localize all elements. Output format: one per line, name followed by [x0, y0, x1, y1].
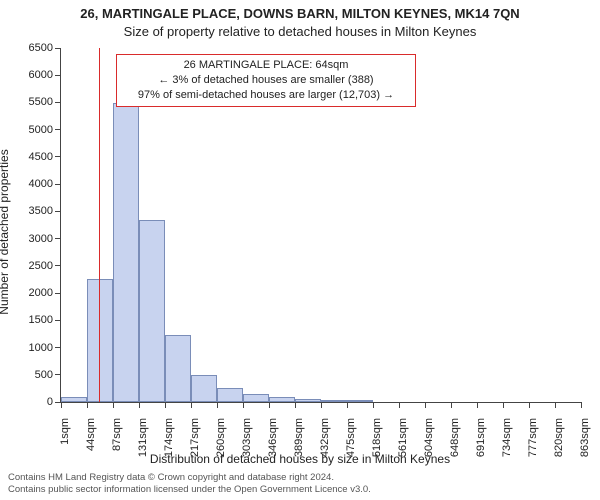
x-tick: [529, 402, 530, 408]
y-tick: [55, 265, 61, 266]
histogram-bar: [321, 400, 347, 402]
histogram-bar: [61, 397, 87, 402]
histogram-bar: [87, 279, 113, 402]
y-tick-label: 4000: [13, 178, 53, 190]
histogram-bar: [295, 399, 321, 402]
x-tick: [477, 402, 478, 408]
x-tick: [165, 402, 166, 408]
x-tick: [87, 402, 88, 408]
y-tick: [55, 347, 61, 348]
y-axis-label: Number of detached properties: [0, 149, 11, 314]
x-tick: [217, 402, 218, 408]
x-tick: [61, 402, 62, 408]
y-tick-label: 4500: [13, 151, 53, 163]
callout-line: ← 3% of detached houses are smaller (388…: [123, 73, 409, 88]
y-tick: [55, 129, 61, 130]
y-tick: [55, 374, 61, 375]
y-tick-label: 2000: [13, 287, 53, 299]
x-tick: [399, 402, 400, 408]
y-tick-label: 6000: [13, 69, 53, 81]
y-tick-label: 1500: [13, 314, 53, 326]
y-tick-label: 6500: [13, 42, 53, 54]
callout-box: 26 MARTINGALE PLACE: 64sqm← 3% of detach…: [116, 54, 416, 107]
x-tick: [191, 402, 192, 408]
x-tick: [295, 402, 296, 408]
x-tick: [503, 402, 504, 408]
footer-line-2: Contains public sector information licen…: [8, 484, 371, 496]
y-tick-label: 3500: [13, 205, 53, 217]
histogram-bar: [139, 220, 165, 402]
x-tick: [139, 402, 140, 408]
x-tick: [321, 402, 322, 408]
y-tick-label: 3000: [13, 233, 53, 245]
y-tick-label: 2500: [13, 260, 53, 272]
y-tick: [55, 320, 61, 321]
x-tick: [555, 402, 556, 408]
histogram-bar: [165, 335, 191, 402]
chart-title-address: 26, MARTINGALE PLACE, DOWNS BARN, MILTON…: [0, 6, 600, 21]
x-tick: [269, 402, 270, 408]
x-tick: [451, 402, 452, 408]
x-tick: [373, 402, 374, 408]
x-axis-label: Distribution of detached houses by size …: [0, 452, 600, 466]
x-tick: [113, 402, 114, 408]
histogram-bar: [243, 394, 269, 402]
y-tick: [55, 238, 61, 239]
callout-line: 97% of semi-detached houses are larger (…: [123, 88, 409, 103]
footer-line-1: Contains HM Land Registry data © Crown c…: [8, 472, 371, 484]
y-tick: [55, 102, 61, 103]
x-tick: [347, 402, 348, 408]
chart-container: 26, MARTINGALE PLACE, DOWNS BARN, MILTON…: [0, 0, 600, 500]
y-tick: [55, 156, 61, 157]
y-tick: [55, 184, 61, 185]
chart-title-subtitle: Size of property relative to detached ho…: [0, 24, 600, 39]
histogram-bar: [113, 103, 139, 402]
histogram-bar: [191, 375, 217, 402]
histogram-bar: [347, 400, 373, 402]
callout-line: 26 MARTINGALE PLACE: 64sqm: [123, 58, 409, 73]
plot-area: 0500100015002000250030003500400045005000…: [60, 48, 581, 403]
y-tick: [55, 293, 61, 294]
y-tick-label: 5500: [13, 96, 53, 108]
histogram-bar: [269, 397, 295, 402]
x-tick: [425, 402, 426, 408]
y-tick-label: 5000: [13, 124, 53, 136]
footer-attribution: Contains HM Land Registry data © Crown c…: [8, 472, 371, 496]
y-tick: [55, 48, 61, 49]
y-tick-label: 0: [13, 396, 53, 408]
y-tick-label: 1000: [13, 342, 53, 354]
y-tick: [55, 75, 61, 76]
histogram-bar: [217, 388, 243, 402]
y-tick: [55, 211, 61, 212]
property-marker-line: [99, 48, 100, 402]
x-tick: [581, 402, 582, 408]
x-tick: [243, 402, 244, 408]
y-tick-label: 500: [13, 369, 53, 381]
